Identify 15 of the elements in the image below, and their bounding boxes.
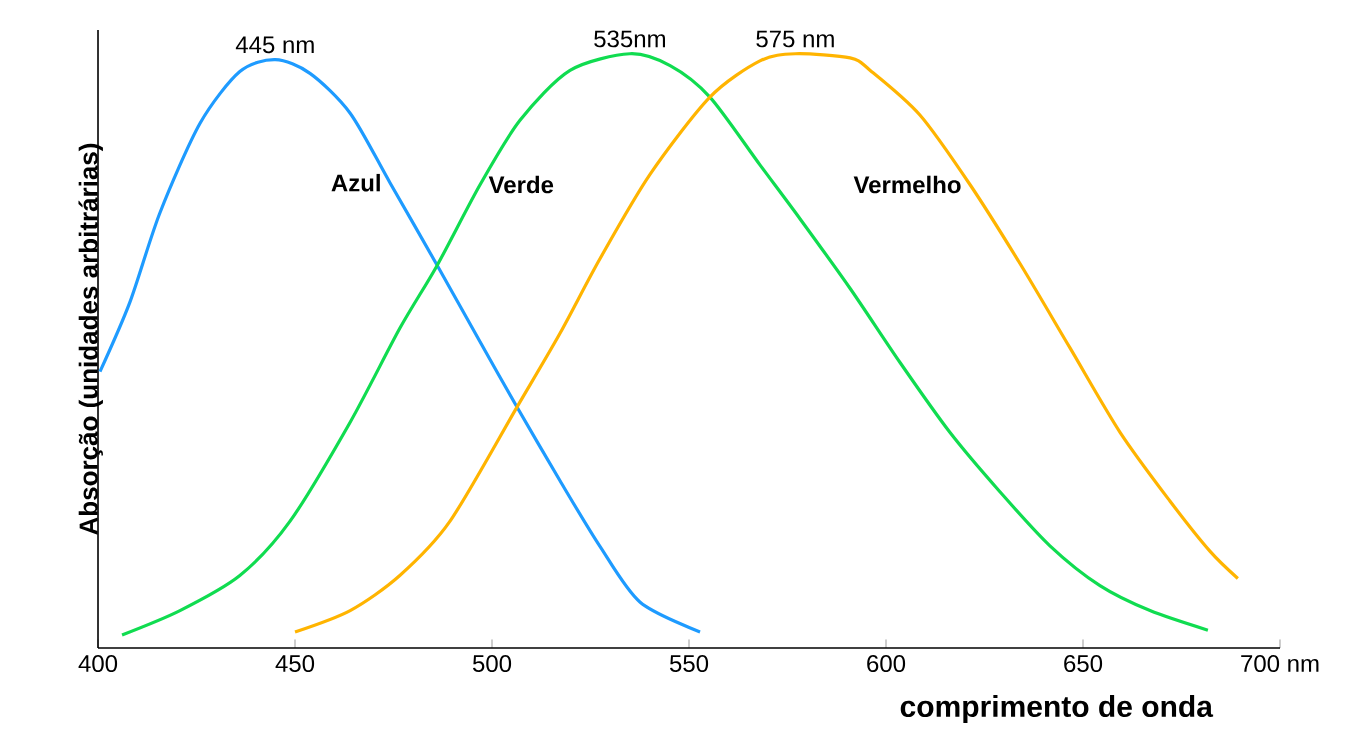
text: 575 nm bbox=[756, 30, 834, 48]
x-tick-label: 500 bbox=[472, 655, 512, 673]
x-axis-title: comprimento de onda bbox=[900, 695, 1214, 724]
text: 445 nm bbox=[235, 36, 314, 54]
x-tick-label: 650 bbox=[1064, 655, 1103, 673]
x-tick-label: 550 bbox=[669, 655, 709, 673]
series-label: Vermelho bbox=[853, 175, 961, 194]
x-tick-label: 450 bbox=[275, 655, 315, 673]
text: 535nm bbox=[594, 30, 666, 48]
x-tick-label: 700 nm bbox=[1241, 655, 1319, 673]
y-axis-title: Absorção (unidades arbitrárias) bbox=[78, 143, 103, 535]
x-tick-label: 600 bbox=[867, 655, 906, 673]
x-tick-label: 400 bbox=[78, 655, 118, 673]
series-label: Azul bbox=[331, 173, 380, 192]
series-label: Verde bbox=[488, 175, 554, 194]
